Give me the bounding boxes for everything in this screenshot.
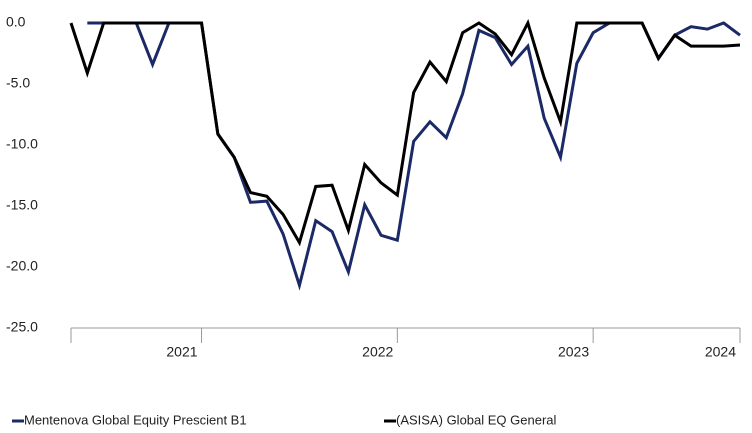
y-tick-label: -10.0: [6, 136, 38, 152]
x-tick-label: 2021: [166, 344, 197, 360]
series-line: [69, 18, 741, 247]
series-line: [87, 21, 741, 291]
y-tick-label: 0.0: [6, 14, 26, 30]
y-tick-label: -20.0: [6, 258, 38, 274]
y-tick-label: -25.0: [6, 319, 38, 335]
legend-label: (ASISA) Global EQ General: [396, 412, 557, 427]
y-tick-label: -5.0: [6, 75, 30, 91]
x-tick-label: 2023: [558, 344, 589, 360]
x-tick-label: 2022: [362, 344, 393, 360]
y-tick-label: -15.0: [6, 197, 38, 213]
legend-label: Mentenova Global Equity Prescient B1: [24, 412, 247, 427]
x-tick-label: 2024: [705, 344, 736, 360]
